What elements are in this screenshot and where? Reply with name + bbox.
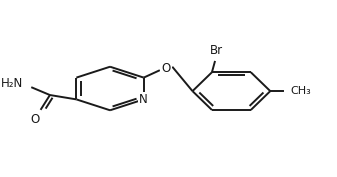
Text: N: N — [140, 93, 148, 106]
Text: H₂N: H₂N — [1, 77, 24, 90]
Text: O: O — [161, 62, 171, 75]
Text: Br: Br — [210, 44, 223, 57]
Text: O: O — [30, 113, 40, 126]
Text: CH₃: CH₃ — [290, 86, 311, 96]
